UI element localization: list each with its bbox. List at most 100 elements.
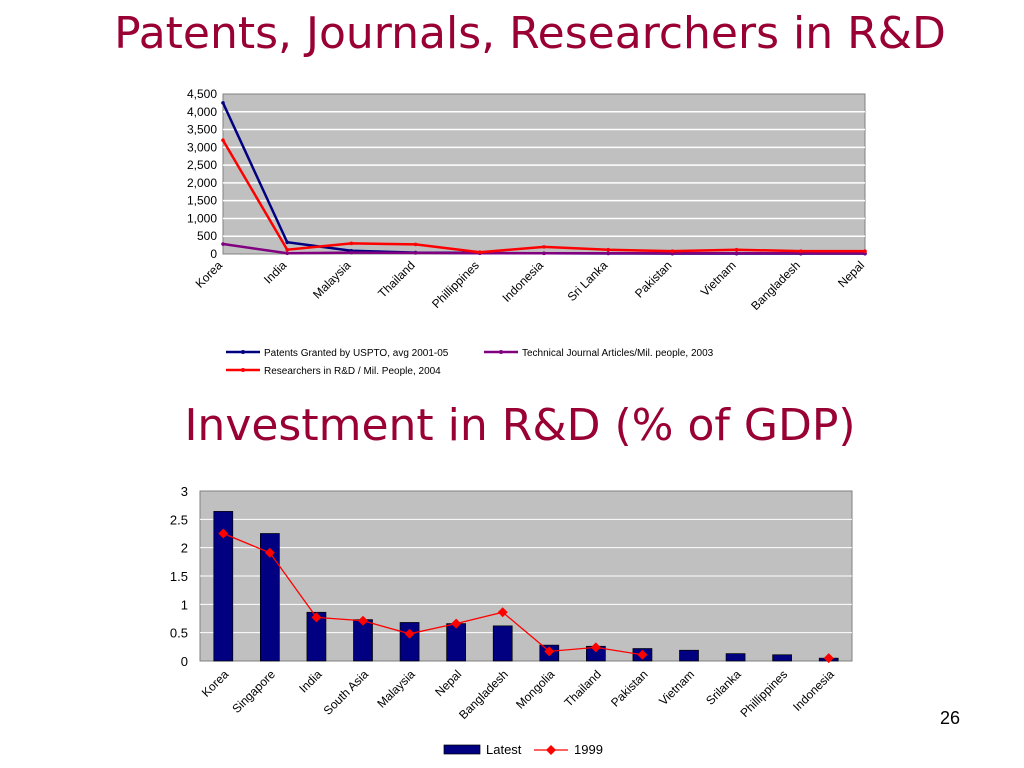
x-tick-label: Indonesia [790,667,837,714]
x-tick-label: Thailand [375,258,417,300]
y-tick-label: 1.5 [170,569,188,584]
x-tick-label: Pakistan [608,667,650,709]
data-point [478,250,482,255]
legend-label: 1999 [574,742,603,757]
legend-label: Patents Granted by USPTO, avg 2001-05 [264,348,449,359]
data-point [221,242,225,246]
patents-line-chart: 0 500 1,000 1,500 2,000 2,500 3,000 3,500 4,000 4… [187,87,867,377]
series-line [223,532,643,656]
legend-label: Technical Journal Articles/Mil. people, … [522,348,714,359]
top-chart-title: Patents, Journals, Researchers in R&D [114,8,946,59]
x-tick-label: Nepal [432,667,464,699]
y-tick-label: 2,000 [187,176,217,190]
y-tick-label: 4,000 [187,105,217,119]
y-tick-label: 2,500 [187,158,217,172]
x-tick-label: Srilanka [703,667,744,708]
data-point [637,649,648,660]
data-point [863,249,867,253]
y-tick-label: 1 [181,597,188,612]
x-tick-label: Malaysia [310,258,354,302]
bar [399,622,420,662]
data-point [264,547,275,558]
data-point [358,615,368,626]
y-tick-label: 500 [197,229,217,243]
y-tick-label: 3,500 [187,123,217,137]
data-point [670,249,675,253]
legend-marker [546,745,556,755]
data-point [497,607,508,618]
legend-label: Latest [486,742,522,757]
bar [446,623,466,662]
x-tick-label: Singapore [229,667,278,716]
data-point [542,245,546,249]
data-point [542,251,546,256]
legend-marker [241,368,245,372]
data-point [606,247,610,252]
plot-area [222,93,866,255]
x-tick-label: Mongolia [513,667,558,712]
data-point [544,646,555,657]
data-point [590,642,601,653]
data-point [734,247,739,252]
y-tick-label: 4,500 [187,87,217,101]
data-point [285,247,290,252]
y-tick-label: 3,000 [187,140,217,154]
data-point [349,241,354,246]
legend-marker [241,350,245,354]
data-point [221,101,225,105]
bottom-chart-title: Investment in R&D (% of GDP) [184,400,856,451]
x-tick-label: Nepal [835,258,867,290]
x-tick-label: Bangladesh [748,258,803,313]
data-point [451,618,462,629]
data-point [404,628,415,639]
x-tick-label: South Asia [321,667,372,718]
x-tick-label: Vietnam [656,667,697,708]
y-tick-label: 0 [181,654,188,669]
y-tick-label: 1,500 [187,194,217,208]
x-tick-label: Phillippines [429,258,482,311]
x-tick-label: India [296,667,325,696]
legend-marker [499,350,503,354]
bar [213,511,234,662]
x-tick-label: Indonesia [499,258,546,305]
bar [353,619,373,662]
y-tick-label: 2 [181,541,188,556]
x-tick-label: Thailand [562,667,604,709]
bar [492,625,513,662]
y-tick-label: 3 [181,484,188,499]
legend-swatch [443,744,481,755]
data-point [823,653,834,664]
y-tick-label: 0 [210,247,217,261]
data-point [413,251,418,255]
x-tick-label: Malaysia [374,667,418,711]
data-point [285,251,290,256]
bar [306,611,327,662]
data-point [799,249,803,253]
x-tick-label: Sri Lanka [565,258,611,304]
x-tick-label: Pakistan [632,258,674,300]
x-tick-label: Korea [193,258,226,291]
x-tick-label: Vietnam [698,258,739,299]
data-point [285,240,290,245]
bar [679,649,699,662]
data-point [349,250,354,255]
legend-label: Researchers in R&D / Mil. People, 2004 [264,366,441,377]
data-point [606,251,610,256]
bar [725,653,746,662]
bar [260,533,280,662]
bar [772,654,792,662]
data-point [311,612,322,623]
data-point [221,138,225,143]
data-point [734,251,739,256]
y-tick-label: 0.5 [170,626,188,641]
data-point [413,242,418,247]
x-tick-label: Korea [199,667,232,700]
y-tick-label: 2.5 [170,512,188,527]
y-tick-label: 1,000 [187,211,217,225]
x-tick-label: Phillippines [737,667,790,720]
x-tick-label: Bangladesh [456,667,511,722]
page-number: 26 [939,708,960,728]
x-tick-label: India [261,258,290,287]
data-point [218,528,229,539]
